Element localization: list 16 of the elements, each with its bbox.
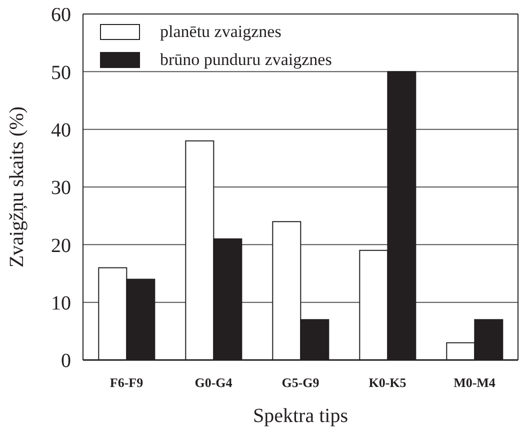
legend-label: planētu zvaigznes (160, 22, 282, 42)
x-tick-label: G0-G4 (194, 375, 233, 390)
y-tick-label: 10 (51, 292, 71, 314)
legend-label: brūno punduru zvaigznes (160, 50, 332, 70)
y-tick-label: 30 (51, 177, 71, 200)
y-tick-label: 60 (51, 4, 71, 26)
x-tick-label: K0-K5 (368, 375, 407, 390)
y-axis-title: Zvaigžņu skaits (%) (6, 106, 28, 268)
y-tick-label: 50 (51, 62, 71, 84)
x-axis-title: Spektra tips (253, 405, 348, 427)
y-tick-label: 20 (51, 234, 71, 257)
x-tick-label: G5-G9 (282, 375, 320, 390)
y-tick-label: 0 (61, 350, 71, 372)
x-tick-label: M0-M4 (454, 375, 496, 390)
y-tick-label: 40 (51, 119, 71, 142)
x-tick-label: F6-F9 (110, 375, 144, 390)
